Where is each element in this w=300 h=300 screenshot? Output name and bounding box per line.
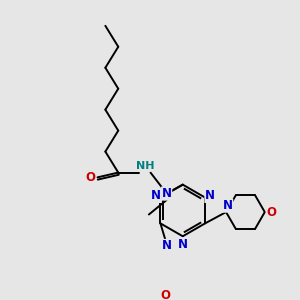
Text: O: O xyxy=(160,290,170,300)
Text: N: N xyxy=(205,189,215,203)
Text: N: N xyxy=(162,187,172,200)
Text: N: N xyxy=(151,189,160,203)
Text: N: N xyxy=(178,238,188,251)
Text: O: O xyxy=(86,171,96,184)
Text: N: N xyxy=(162,239,172,252)
Text: NH: NH xyxy=(136,161,155,171)
Text: N: N xyxy=(223,199,233,212)
Text: O: O xyxy=(266,206,276,219)
